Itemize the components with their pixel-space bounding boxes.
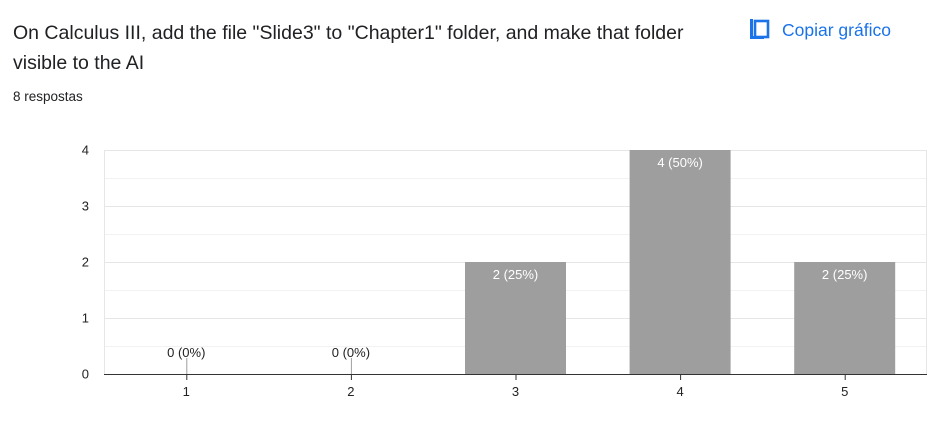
bar-4[interactable] [629, 150, 731, 374]
y-axis-ticks: 0 1 2 3 4 [82, 143, 89, 382]
x-tick-label: 3 [512, 384, 519, 399]
x-tick-label: 1 [183, 384, 190, 399]
data-label: 2 (25%) [493, 267, 539, 282]
data-labels: 0 (0%) 0 (0%) 2 (25%) 4 (50%) 2 (25%) [167, 155, 867, 360]
bar-5[interactable] [794, 262, 896, 374]
y-tick-label: 2 [82, 255, 89, 270]
data-label: 4 (50%) [657, 155, 703, 170]
x-axis-ticks: 1 2 3 4 5 [183, 374, 848, 399]
data-label: 0 (0%) [332, 345, 370, 360]
bars [186, 150, 896, 374]
bar-3[interactable] [465, 262, 566, 374]
response-count: 8 respostas [13, 89, 83, 104]
copy-icon [750, 19, 770, 39]
x-tick-label: 2 [347, 384, 354, 399]
data-label: 0 (0%) [167, 345, 205, 360]
x-tick-label: 4 [676, 384, 683, 399]
y-tick-label: 3 [82, 199, 89, 214]
data-label: 2 (25%) [822, 267, 868, 282]
x-tick-label: 5 [841, 384, 848, 399]
question-title: On Calculus III, add the file "Slide3" t… [13, 22, 684, 74]
y-tick-label: 0 [82, 367, 89, 382]
y-tick-label: 1 [82, 311, 89, 326]
y-tick-label: 4 [82, 143, 89, 158]
copy-chart-button[interactable]: Copiar gráfico [748, 14, 891, 46]
copy-chart-label: Copiar gráfico [782, 19, 891, 40]
